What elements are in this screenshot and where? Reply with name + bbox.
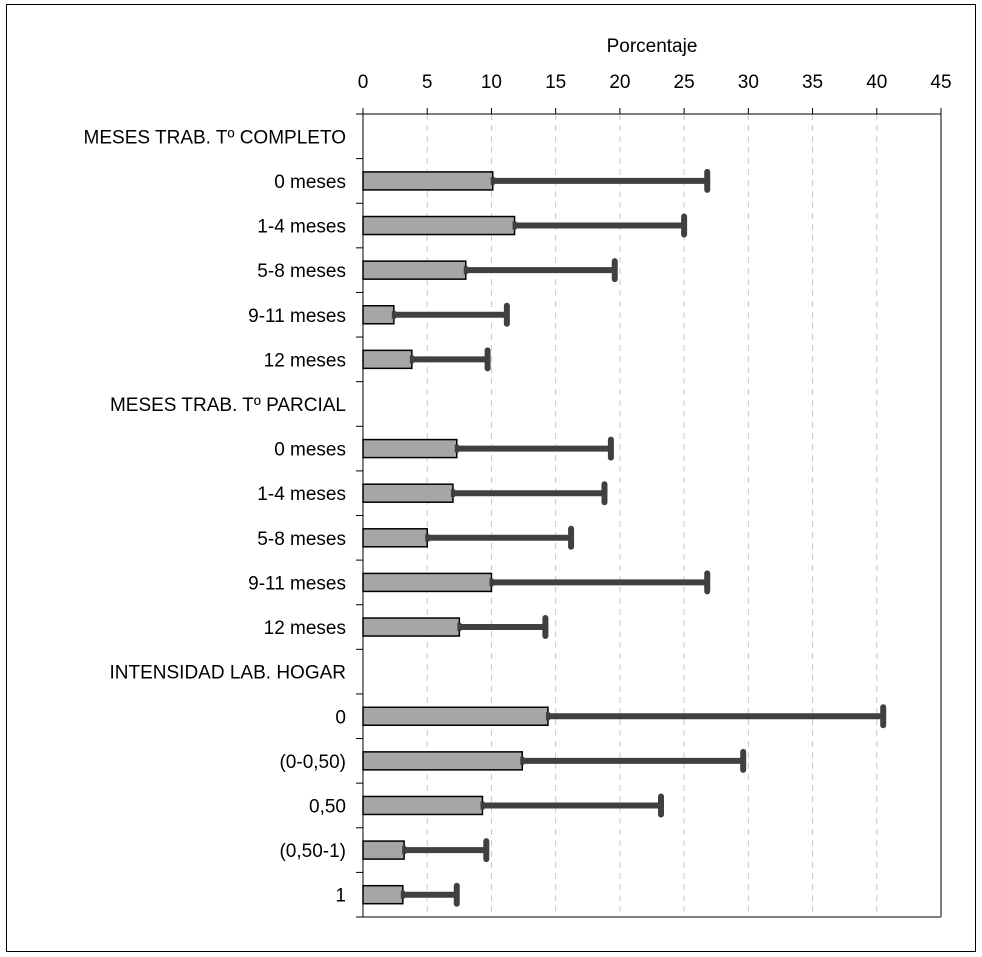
bar <box>362 260 467 280</box>
category-labels: MESES TRAB. Tº COMPLETO 0 meses 1-4 meses 5… <box>84 127 346 906</box>
bar <box>362 438 458 459</box>
category-label: (0-0,50) <box>279 752 346 773</box>
x-tick-label: 15 <box>545 72 566 93</box>
bar <box>362 349 413 370</box>
x-tick-label: 35 <box>802 72 823 93</box>
category-label: 1-4 meses <box>257 484 346 505</box>
bar <box>362 706 549 726</box>
category-label: (0,50-1) <box>279 841 346 862</box>
category-label: 5-8 meses <box>257 261 346 282</box>
category-label: 0 meses <box>274 440 346 461</box>
bar <box>362 483 454 503</box>
error-bars <box>391 168 887 907</box>
x-tick-label: 45 <box>930 72 951 93</box>
bar <box>362 528 428 548</box>
category-label: 5-8 meses <box>257 529 346 550</box>
x-tick-label: 25 <box>674 72 695 93</box>
grid-layer <box>426 114 878 917</box>
category-label: 9-11 meses <box>248 306 346 327</box>
category-label: 1 <box>335 886 346 907</box>
bar <box>362 840 405 860</box>
bar <box>362 751 524 771</box>
bar <box>362 795 484 816</box>
x-tick-label: 30 <box>738 72 759 93</box>
category-label: MESES TRAB. Tº COMPLETO <box>84 127 346 148</box>
category-label: INTENSIDAD LAB. HOGAR <box>110 663 347 684</box>
category-label: 0,50 <box>309 796 346 817</box>
category-label: 1-4 meses <box>257 217 346 238</box>
x-tick-label: 0 <box>358 72 369 93</box>
bar <box>362 215 516 236</box>
x-tick-label: 40 <box>866 72 887 93</box>
category-label: 12 meses <box>264 350 346 371</box>
x-tick-label: 10 <box>481 72 502 93</box>
bars <box>362 171 549 905</box>
x-tick-label: 5 <box>422 72 433 93</box>
category-label: 0 <box>335 707 346 728</box>
x-tick-labels: 0 5 10 15 20 25 30 35 40 45 <box>358 72 952 93</box>
bar <box>362 884 404 905</box>
bar <box>362 617 461 637</box>
bar <box>362 572 493 593</box>
category-label: MESES TRAB. Tº PARCIAL <box>110 395 346 416</box>
x-axis-title: Porcentaje <box>607 36 698 57</box>
category-label: 0 meses <box>274 172 346 193</box>
x-tick-label: 20 <box>609 72 630 93</box>
bar <box>362 305 395 325</box>
category-label: 12 meses <box>264 618 346 639</box>
bar <box>362 171 494 191</box>
category-label: 9-11 meses <box>248 573 346 594</box>
axes <box>356 108 942 918</box>
